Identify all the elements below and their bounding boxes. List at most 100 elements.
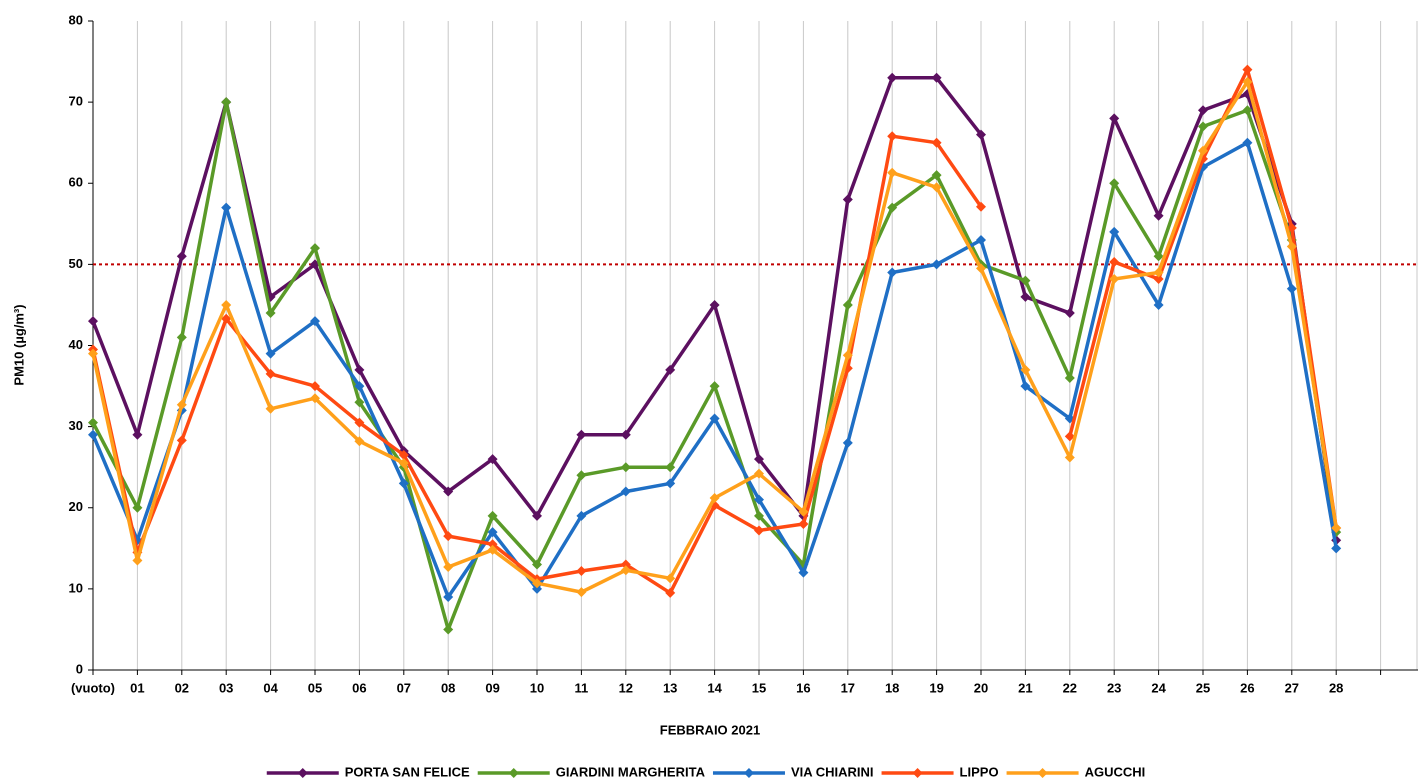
point-marker xyxy=(798,506,809,517)
point-marker xyxy=(709,381,720,392)
point-marker xyxy=(443,486,454,497)
point-marker xyxy=(1109,113,1120,124)
y-tick-label: 30 xyxy=(69,418,83,433)
x-tick-label: 20 xyxy=(974,680,988,695)
legend-label: GIARDINI MARGHERITA xyxy=(556,764,706,779)
point-marker xyxy=(665,478,676,489)
legend-label: AGUCCHI xyxy=(1085,764,1146,779)
legend-marker xyxy=(297,768,308,778)
point-marker xyxy=(931,72,942,83)
point-marker xyxy=(443,624,454,635)
x-tick-label: 18 xyxy=(885,680,899,695)
point-marker xyxy=(1020,275,1031,286)
point-marker xyxy=(398,458,409,469)
y-tick-label: 60 xyxy=(69,175,83,190)
point-marker xyxy=(1109,178,1120,189)
legend-marker xyxy=(912,768,923,778)
x-tick-label: 07 xyxy=(397,680,411,695)
x-tick-label: 09 xyxy=(485,680,499,695)
point-marker xyxy=(221,97,232,108)
point-marker xyxy=(132,429,143,440)
point-marker xyxy=(354,417,365,428)
legend-label: VIA CHIARINI xyxy=(791,764,874,779)
point-marker xyxy=(576,429,587,440)
point-marker xyxy=(310,381,320,392)
point-marker xyxy=(709,299,720,310)
point-marker xyxy=(176,435,187,446)
point-marker xyxy=(532,578,542,589)
point-marker xyxy=(176,399,187,410)
point-marker xyxy=(576,510,587,521)
point-marker xyxy=(176,332,187,343)
point-marker xyxy=(1064,308,1075,319)
legend-marker xyxy=(508,768,519,778)
point-marker xyxy=(931,182,942,193)
point-marker xyxy=(487,510,498,521)
point-marker xyxy=(931,259,942,270)
x-tick-label: 11 xyxy=(575,680,589,695)
x-tick-label: 24 xyxy=(1151,680,1166,695)
point-marker xyxy=(1286,222,1297,233)
point-marker xyxy=(1020,381,1031,392)
point-marker xyxy=(443,591,454,602)
y-tick-label: 10 xyxy=(69,580,83,595)
point-marker xyxy=(443,561,454,572)
point-marker xyxy=(176,251,187,262)
point-marker xyxy=(88,417,98,428)
point-marker xyxy=(665,462,676,473)
x-tick-label: 05 xyxy=(308,680,322,695)
point-marker xyxy=(1198,105,1208,116)
x-tick-label: 12 xyxy=(619,680,633,695)
y-tick-label: 70 xyxy=(69,94,83,109)
point-marker xyxy=(576,470,587,481)
point-marker xyxy=(931,170,942,181)
point-marker xyxy=(709,413,720,424)
point-marker xyxy=(354,381,365,392)
legend-marker xyxy=(743,768,754,778)
point-marker xyxy=(132,555,143,566)
point-marker xyxy=(88,316,98,327)
point-marker xyxy=(487,527,498,538)
point-marker xyxy=(842,437,853,448)
point-marker xyxy=(1153,299,1164,310)
x-tick-label: 16 xyxy=(796,680,810,695)
x-tick-label: 25 xyxy=(1196,680,1210,695)
point-marker xyxy=(487,454,498,465)
legend-marker xyxy=(1037,768,1048,778)
x-tick-label: 14 xyxy=(707,680,722,695)
legend-label: LIPPO xyxy=(960,764,999,779)
point-marker xyxy=(310,316,320,327)
x-tick-label: 27 xyxy=(1285,680,1299,695)
point-marker xyxy=(221,313,232,324)
point-marker xyxy=(532,559,542,570)
point-marker xyxy=(398,450,409,461)
point-marker xyxy=(754,494,764,505)
x-tick-label: 23 xyxy=(1107,680,1121,695)
point-marker xyxy=(1331,523,1342,534)
point-marker xyxy=(1331,543,1342,554)
x-tick-label: 01 xyxy=(130,680,144,695)
x-axis-label: FEBBRAIO 2021 xyxy=(660,722,760,737)
x-tick-label: 08 xyxy=(441,680,455,695)
point-marker xyxy=(265,308,276,319)
x-tick-label: 22 xyxy=(1063,680,1077,695)
point-marker xyxy=(221,202,232,213)
point-marker xyxy=(1198,145,1208,156)
point-marker xyxy=(976,263,986,274)
x-tick-label: 15 xyxy=(752,680,766,695)
point-marker xyxy=(1286,241,1297,252)
point-marker xyxy=(754,468,764,479)
y-axis-label: PM10 (µg/m³) xyxy=(11,304,26,385)
point-marker xyxy=(1064,372,1075,383)
y-tick-label: 50 xyxy=(69,256,83,271)
point-marker xyxy=(665,364,676,375)
point-marker xyxy=(1109,256,1120,267)
x-tick-label: 10 xyxy=(530,680,544,695)
point-marker xyxy=(1286,283,1297,294)
point-marker xyxy=(398,478,409,489)
point-marker xyxy=(620,565,631,576)
x-tick-label: 03 xyxy=(219,680,233,695)
x-tick-label: 13 xyxy=(663,680,677,695)
point-marker xyxy=(665,587,676,598)
point-marker xyxy=(798,567,809,578)
